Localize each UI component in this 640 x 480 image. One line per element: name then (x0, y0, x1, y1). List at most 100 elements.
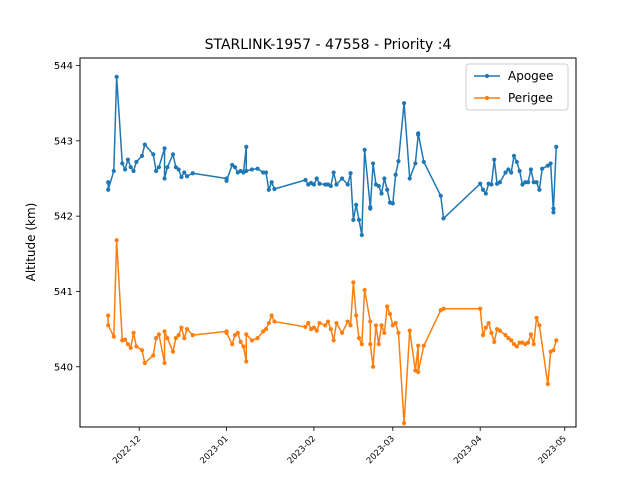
perigee-point (266, 320, 271, 326)
perigee-point (111, 334, 116, 339)
perigee-point (232, 333, 238, 338)
apogee-point (382, 176, 387, 181)
apogee-point (537, 187, 542, 192)
apogee-point (492, 157, 497, 162)
y-tick-label: 542 (54, 212, 73, 223)
perigee-point (255, 336, 260, 341)
apogee-point (396, 159, 401, 164)
perigee-point (537, 323, 542, 328)
perigee-point (128, 345, 133, 351)
perigee-point (162, 329, 167, 334)
apogee-point (106, 187, 111, 192)
perigee-point (554, 338, 559, 343)
apogee-point (125, 157, 131, 162)
apogee-point (528, 167, 534, 172)
apogee-point (314, 176, 319, 181)
perigee-point (328, 327, 333, 332)
perigee-point (311, 325, 317, 330)
perigee-point (339, 330, 345, 335)
perigee-point (244, 359, 249, 364)
perigee-point (325, 319, 331, 324)
perigee-point (170, 349, 176, 354)
perigee-point (165, 336, 170, 341)
apogee-point (540, 166, 545, 171)
perigee-point (503, 333, 508, 338)
apogee-point (517, 168, 522, 174)
legend-label-apogee: Apogee (508, 69, 554, 83)
perigee-point (142, 360, 147, 366)
apogee-point (362, 147, 367, 152)
apogee-point (184, 174, 190, 179)
apogee-point (244, 144, 249, 149)
apogee-point (483, 191, 488, 196)
apogee-point (111, 168, 116, 174)
apogee-point (356, 217, 362, 223)
apogee-point (441, 216, 446, 221)
apogee-point (232, 165, 238, 170)
apogee-point (438, 193, 443, 198)
apogee-point (303, 177, 308, 183)
apogee-point (334, 182, 339, 187)
perigee-point (511, 342, 517, 347)
apogee-point (153, 168, 159, 174)
apogee-point (534, 180, 539, 185)
apogee-point (393, 172, 398, 177)
apogee-point (269, 180, 274, 185)
apogee-point (359, 232, 364, 238)
perigee-point (151, 353, 156, 358)
perigee-point (368, 319, 373, 324)
perigee-point (531, 342, 536, 347)
apogee-point (162, 176, 167, 181)
apogee-point (545, 163, 550, 168)
apogee-point (182, 170, 187, 175)
perigee-point (407, 328, 412, 333)
apogee-point (156, 165, 162, 170)
perigee-point (393, 320, 398, 326)
perigee-point (162, 360, 167, 366)
perigee-point (480, 333, 486, 338)
apogee-point (120, 161, 125, 166)
y-axis-label: Altitude (km) (24, 203, 38, 282)
apogee-point (331, 170, 336, 175)
apogee-point (376, 183, 381, 189)
apogee-point (525, 180, 531, 185)
apogee-point (511, 153, 517, 158)
perigee-point (106, 323, 111, 328)
apogee-point (128, 165, 133, 170)
perigee-point (492, 339, 497, 345)
perigee-point (241, 344, 246, 349)
legend: Apogee Perigee (465, 63, 569, 111)
apogee-point (351, 217, 356, 223)
apogee-point (548, 161, 553, 166)
apogee-point (263, 170, 269, 175)
perigee-point (379, 323, 384, 328)
chart-title: STARLINK-1957 - 47558 - Priority :4 (205, 37, 452, 53)
perigee-point (114, 238, 119, 243)
apogee-point (348, 171, 353, 176)
perigee-point (396, 330, 401, 335)
apogee-point (266, 187, 271, 192)
legend-marker-apogee (484, 73, 490, 79)
perigee-point (184, 327, 190, 332)
apogee-point (224, 178, 229, 183)
apogee-point (165, 165, 170, 170)
perigee-point (131, 330, 136, 335)
perigee-point (390, 323, 395, 328)
perigee-point (179, 325, 184, 330)
y-tick-label: 541 (54, 287, 73, 298)
perigee-point (370, 364, 376, 369)
perigee-point (314, 328, 319, 333)
apogee-point (139, 153, 145, 158)
perigee-point (153, 336, 159, 341)
perigee-point (373, 323, 379, 328)
perigee-point (382, 330, 387, 335)
apogee-point (421, 159, 426, 165)
perigee-point (230, 342, 235, 347)
apogee-point (480, 187, 486, 192)
apogee-point (385, 187, 390, 192)
apogee-point (162, 146, 167, 151)
perigee-point (269, 313, 274, 318)
apogee-point (151, 152, 156, 157)
perigee-point (139, 348, 145, 353)
